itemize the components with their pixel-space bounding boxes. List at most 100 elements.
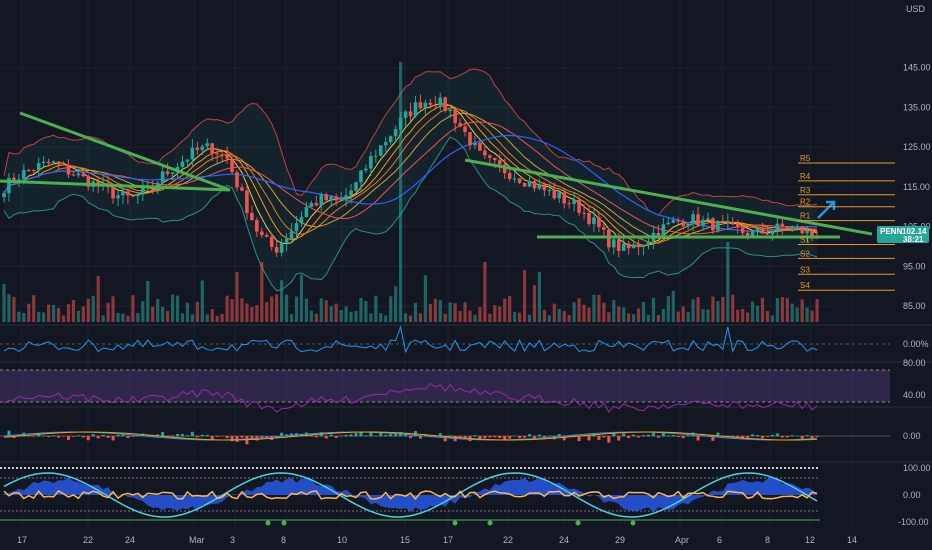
y-tick-label: 145.00 — [903, 63, 931, 73]
volume-bar — [200, 280, 204, 322]
volume-bar — [379, 313, 383, 322]
volume-bar — [275, 294, 279, 322]
volume-bar — [170, 294, 175, 322]
volume-bar — [770, 315, 775, 322]
candle-body — [582, 212, 586, 214]
indicator-panes — [0, 324, 932, 526]
moving-average-line — [3, 104, 818, 247]
pane4-histogram-bar — [508, 436, 512, 439]
volume-bar — [175, 295, 180, 322]
volume-bar — [681, 306, 685, 322]
volume-bar — [736, 309, 740, 322]
bollinger-bands — [3, 68, 818, 292]
x-tick-label: Mar — [189, 535, 205, 545]
pane3-band — [0, 370, 890, 402]
pane4-histogram-bar — [513, 435, 517, 437]
candle-body — [393, 129, 398, 137]
candle-body — [507, 173, 512, 179]
pane4-histogram-bar — [607, 436, 611, 443]
candle-body — [7, 177, 11, 194]
pane4-histogram-bar — [775, 433, 779, 437]
x-tick-label: 10 — [337, 535, 347, 545]
candle-body — [448, 109, 452, 112]
pane4-histogram-bar — [547, 435, 551, 437]
volume-bar — [121, 313, 125, 322]
pane4-histogram-bar — [795, 435, 799, 437]
pane4-histogram-bar — [761, 436, 765, 439]
candle-body — [661, 224, 666, 236]
candle-body — [473, 142, 477, 146]
pane4-histogram-bar — [646, 434, 650, 437]
pane3-bottom-label: 40.00 — [903, 390, 926, 400]
candle-body — [800, 226, 804, 234]
candle-body — [552, 190, 557, 199]
pane4-histogram-bar — [423, 434, 427, 437]
pane5-signal-dot — [487, 520, 493, 526]
pane4-histogram-bar — [815, 436, 819, 437]
volume-bar — [513, 311, 517, 322]
candle-body — [666, 222, 671, 225]
candle-body — [329, 196, 333, 201]
volume-bar — [582, 304, 586, 322]
volume-bar — [289, 314, 294, 322]
candle-body — [646, 241, 651, 245]
candle-body — [200, 146, 205, 150]
candle-body — [458, 122, 462, 127]
candle-body — [542, 184, 547, 191]
candle-body — [587, 212, 591, 225]
candle-body — [131, 195, 135, 197]
candle-body — [36, 163, 41, 171]
candle-body — [369, 156, 373, 169]
pane5-signal-dot — [452, 520, 458, 526]
pane4-histogram-bar — [756, 434, 760, 437]
candle-body — [701, 219, 705, 226]
candle-body — [349, 190, 353, 196]
pane4-histogram-bar — [91, 434, 95, 437]
volume-bar — [508, 296, 512, 322]
pane4-histogram-bar — [235, 436, 239, 442]
pane4-histogram-bar — [686, 435, 690, 437]
candle-body — [309, 203, 314, 208]
pane4-histogram-bar — [701, 433, 705, 437]
volume-bar — [532, 285, 537, 322]
candle-body — [71, 174, 76, 176]
volume-bar — [577, 298, 581, 322]
volume-bar — [408, 315, 413, 322]
volume-bar — [265, 302, 269, 322]
volume-bar — [7, 294, 11, 322]
pane4-histogram-bar — [433, 436, 437, 437]
candle-body — [190, 147, 195, 160]
pane5-wave — [3, 472, 818, 518]
pane4-histogram-bar — [404, 433, 408, 437]
pane4-histogram-bar — [32, 436, 36, 437]
pane4-histogram-bar — [200, 434, 204, 437]
volume-bar — [190, 314, 194, 322]
volume-bar — [750, 301, 755, 322]
pane4-signal-line — [3, 431, 818, 441]
volume-bar — [374, 295, 378, 322]
volume-bar — [666, 296, 670, 322]
candle-body — [497, 160, 502, 165]
pane4-histogram-bar — [671, 435, 675, 437]
x-tick-label: 3 — [230, 535, 235, 545]
pane4-histogram-bar — [339, 435, 343, 437]
pane3-line — [3, 382, 818, 413]
x-tick-label: 8 — [765, 535, 770, 545]
pane4-histogram-bar — [101, 434, 105, 437]
pane4-histogram-bar — [622, 433, 626, 437]
pane4-histogram-bar — [651, 433, 655, 437]
volume-bar — [394, 286, 398, 322]
volume-bar — [785, 298, 789, 322]
candle-body — [671, 220, 676, 223]
candlesticks[interactable] — [2, 92, 819, 258]
pane4-histogram-bar — [86, 436, 90, 441]
volume-bar — [721, 296, 725, 322]
pane4-histogram-bar — [681, 436, 685, 439]
candle-body — [126, 191, 130, 196]
candle-body — [364, 168, 368, 171]
candle-body — [61, 164, 66, 166]
pane4-histogram-bar — [483, 436, 487, 439]
candle-body — [488, 155, 492, 158]
volume-bar — [403, 313, 408, 322]
